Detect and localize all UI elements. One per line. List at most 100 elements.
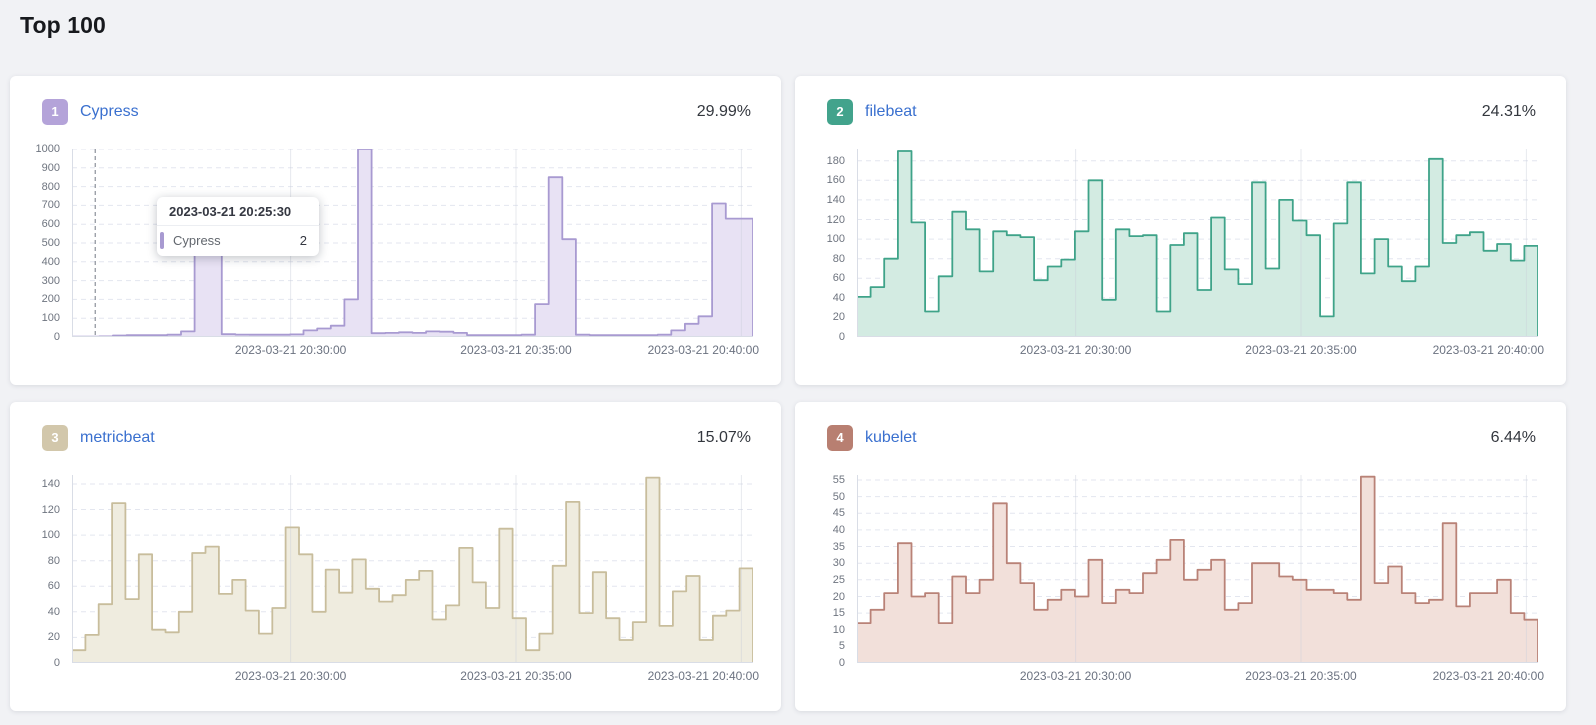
y-tick-label: 300 [41, 274, 60, 287]
y-tick-label: 400 [41, 255, 60, 268]
y-tick-label: 200 [41, 293, 60, 306]
x-axis: 2023-03-21 20:30:00 2023-03-21 20:35:00 20… [72, 343, 759, 359]
x-tick-label: 2023-03-21 20:30:00 [1019, 669, 1132, 683]
y-tick-label: 140 [41, 478, 60, 490]
y-tick-label: 80 [47, 554, 60, 567]
y-tick-label: 900 [41, 161, 60, 174]
y-tick-label: 40 [832, 291, 845, 304]
rank-badge: 1 [42, 98, 68, 125]
y-axis: 0 20 40 60 80 100 120 140 [30, 475, 66, 669]
y-axis: 0 5 10 15 20 25 30 35 40 45 50 55 [815, 474, 851, 669]
step-area-chart [72, 475, 753, 663]
y-tick-label: 140 [826, 193, 845, 206]
x-tick-label: 2023-03-21 20:30:00 [234, 669, 347, 683]
series-line [857, 475, 1538, 663]
x-tick-label: 2023-03-21 20:40:00 [647, 669, 759, 683]
step-area-chart [857, 475, 1538, 663]
y-tick-label: 20 [832, 590, 845, 603]
y-tick-label: 35 [832, 540, 845, 553]
y-tick-label: 5 [838, 640, 845, 653]
cards-grid: 1 Cypress 29.99% 0 100 200 300 400 500 600 700 8… [10, 76, 1566, 711]
plot [72, 475, 753, 663]
plot [857, 475, 1538, 663]
x-tick-label: 2023-03-21 20:40:00 [647, 343, 759, 357]
percent-value: 6.44% [1490, 428, 1536, 446]
tooltip-series-name: Cypress [173, 233, 221, 248]
y-axis: 0 20 40 60 80 100 120 140 160 180 [815, 149, 851, 343]
card-header: 1 Cypress 29.99% [42, 98, 751, 125]
y-tick-label: 0 [53, 331, 60, 343]
x-axis: 2023-03-21 20:30:00 2023-03-21 20:35:00 20… [857, 669, 1544, 685]
plot: 2023-03-21 20:25:30 Cypress 2 [72, 149, 753, 337]
chart-area[interactable]: 0 20 40 60 80 100 120 140 160 180 2023-03-21 20:3… [815, 149, 1544, 361]
plot [857, 149, 1538, 337]
y-tick-label: 30 [832, 557, 845, 570]
metric-card: 2 filebeat 24.31% 0 20 40 60 80 100 120 140 160 1… [795, 76, 1566, 385]
y-tick-label: 45 [832, 507, 845, 520]
y-tick-label: 120 [826, 213, 845, 226]
y-tick-label: 0 [53, 657, 60, 669]
y-tick-label: 500 [41, 237, 60, 249]
x-tick-label: 2023-03-21 20:35:00 [460, 669, 572, 683]
percent-value: 15.07% [696, 428, 751, 446]
chart-tooltip: 2023-03-21 20:25:30 Cypress 2 [157, 197, 319, 256]
y-tick-label: 15 [832, 607, 845, 620]
x-axis: 2023-03-21 20:30:00 2023-03-21 20:35:00 20… [857, 343, 1544, 359]
y-tick-label: 600 [41, 218, 60, 231]
y-tick-label: 50 [832, 490, 845, 503]
y-tick-label: 100 [41, 529, 60, 542]
y-tick-label: 40 [47, 605, 60, 618]
x-tick-label: 2023-03-21 20:35:00 [1245, 669, 1357, 683]
chart-area[interactable]: 0 100 200 300 400 500 600 700 800 900 1000 2023-03… [30, 143, 759, 361]
x-tick-label: 2023-03-21 20:30:00 [1019, 343, 1132, 357]
y-tick-label: 20 [832, 311, 845, 324]
y-tick-label: 25 [832, 573, 845, 586]
tooltip-series-value: 2 [299, 233, 307, 248]
x-tick-label: 2023-03-21 20:35:00 [460, 343, 572, 357]
series-link[interactable]: metricbeat [80, 428, 155, 446]
step-area-chart [857, 149, 1538, 337]
y-tick-label: 180 [826, 154, 845, 167]
x-tick-label: 2023-03-21 20:30:00 [234, 343, 347, 357]
percent-value: 29.99% [696, 102, 751, 120]
y-tick-label: 80 [832, 252, 845, 265]
series-line [72, 149, 753, 337]
rank-badge: 2 [827, 98, 853, 125]
metric-card: 3 metricbeat 15.07% 0 20 40 60 80 100 120 140 2… [10, 402, 781, 711]
tooltip-series-marker-icon [160, 232, 164, 249]
y-tick-label: 100 [826, 233, 845, 246]
y-tick-label: 120 [41, 503, 60, 516]
y-tick-label: 60 [47, 580, 60, 593]
series-line [857, 150, 1538, 337]
y-tick-label: 20 [47, 631, 60, 644]
y-tick-label: 40 [832, 523, 845, 536]
metric-card: 1 Cypress 29.99% 0 100 200 300 400 500 600 700 8… [10, 76, 781, 385]
y-tick-label: 100 [41, 312, 60, 325]
y-tick-label: 700 [41, 199, 60, 212]
metric-card: 4 kubelet 6.44% 0 5 10 15 20 25 30 35 40 45 50 55 2… [795, 402, 1566, 711]
rank-badge: 4 [827, 424, 853, 451]
x-tick-label: 2023-03-21 20:35:00 [1245, 343, 1357, 357]
card-header: 4 kubelet 6.44% [827, 424, 1536, 451]
tooltip-row: Cypress 2 [157, 226, 319, 256]
page-title: Top 100 [20, 12, 106, 38]
y-tick-label: 800 [41, 180, 60, 193]
y-tick-label: 160 [826, 174, 845, 187]
card-header: 3 metricbeat 15.07% [42, 424, 751, 451]
series-link[interactable]: Cypress [80, 102, 139, 120]
y-tick-label: 0 [838, 657, 845, 669]
chart-area[interactable]: 0 20 40 60 80 100 120 140 2023-03-21 20:30:00 20… [30, 475, 759, 687]
y-tick-label: 1000 [35, 143, 60, 155]
chart-area[interactable]: 0 5 10 15 20 25 30 35 40 45 50 55 2023-03-21 20:30:… [815, 474, 1544, 687]
series-link[interactable]: kubelet [865, 428, 917, 446]
x-tick-label: 2023-03-21 20:40:00 [1432, 343, 1544, 357]
y-tick-label: 60 [832, 272, 845, 285]
series-link[interactable]: filebeat [865, 102, 917, 120]
y-axis: 0 100 200 300 400 500 600 700 800 900 1000 [30, 143, 66, 343]
series-area-fill [72, 477, 753, 663]
x-axis: 2023-03-21 20:30:00 2023-03-21 20:35:00 20… [72, 669, 759, 685]
x-tick-label: 2023-03-21 20:40:00 [1432, 669, 1544, 683]
series-line [72, 476, 753, 663]
percent-value: 24.31% [1481, 102, 1536, 120]
y-tick-label: 10 [832, 623, 845, 636]
